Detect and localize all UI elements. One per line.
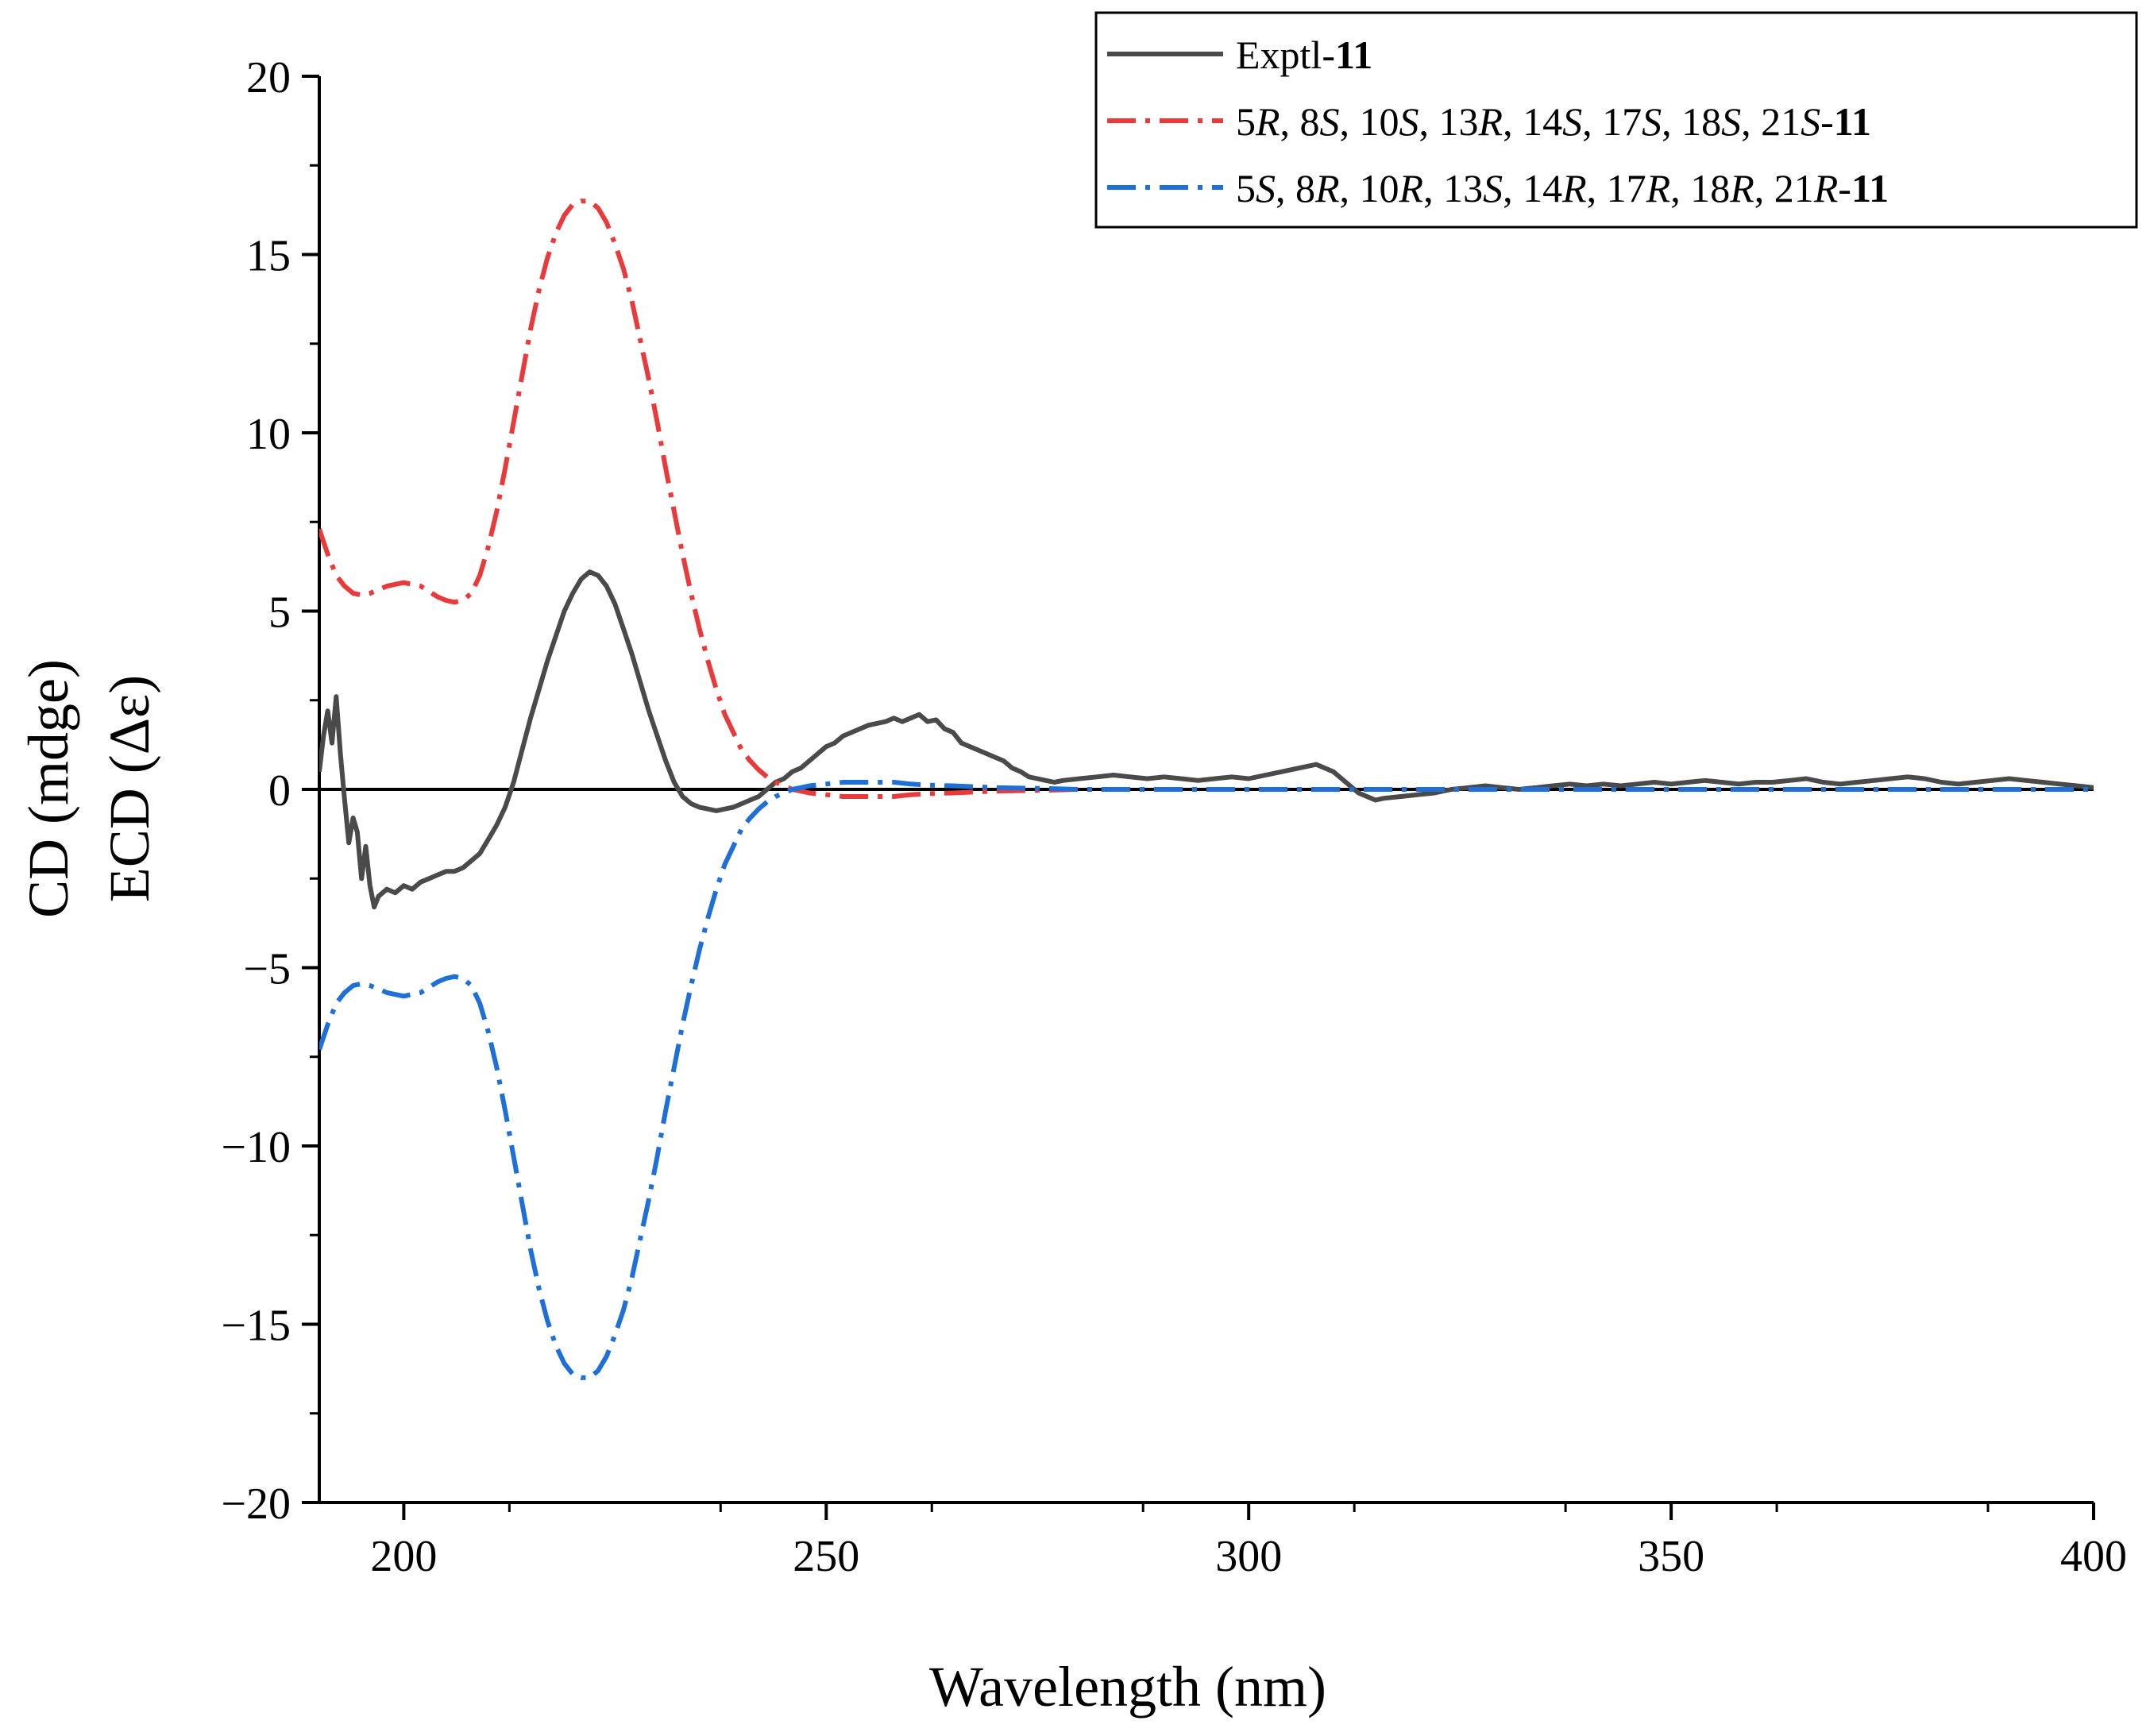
legend-label-3: 5S, 8R, 10R, 13S, 14R, 17R, 18R, 21R-11	[1236, 166, 1889, 210]
x-tick-label: 200	[370, 1532, 437, 1581]
legend-label-1: Exptl-11	[1236, 33, 1372, 77]
labels-layer: Wavelength (nm) CD (mdge) ECD (Δε) −20 −1…	[17, 53, 2127, 1719]
legend-label-2: 5R, 8S, 10S, 13R, 14S, 17S, 18S, 21S-11	[1236, 99, 1871, 144]
y-tick-label: 10	[246, 410, 291, 459]
legend-box	[1094, 11, 2138, 229]
x-axis-title: Wavelength (nm)	[929, 1655, 1326, 1719]
series-layer	[319, 199, 2094, 1380]
series-line-3	[319, 780, 2094, 1380]
x-tick-label: 350	[1638, 1532, 1704, 1581]
y-axis-title-cd: CD (mdge)	[17, 659, 80, 918]
y-axis-title-ecd: ECD (Δε)	[98, 675, 161, 903]
series-line-2	[319, 199, 2094, 799]
y-tick-label: 5	[268, 588, 291, 638]
y-tick-label: −20	[221, 1479, 291, 1529]
y-tick-label: −10	[221, 1123, 291, 1172]
x-tick-label: 400	[2060, 1532, 2127, 1581]
y-tick-label: 15	[246, 232, 291, 281]
series-line-1	[319, 569, 2094, 910]
x-tick-label: 300	[1215, 1532, 1282, 1581]
y-tick-label: −5	[243, 945, 291, 994]
legend: Exptl-11 5R, 8S, 10S, 13R, 14S, 17S, 18S,…	[1094, 11, 2138, 229]
y-tick-label: 0	[268, 766, 291, 816]
y-tick-label: −15	[221, 1302, 291, 1351]
x-tick-label: 250	[793, 1532, 859, 1581]
y-tick-label: 20	[246, 53, 291, 102]
